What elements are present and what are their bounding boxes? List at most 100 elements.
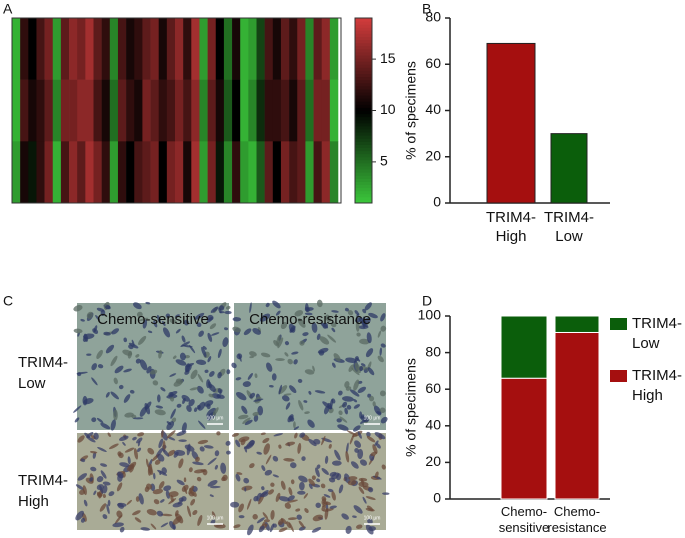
cell	[291, 351, 299, 355]
cell	[278, 527, 288, 533]
cell	[201, 346, 207, 358]
colorbar-step	[355, 175, 372, 179]
colorbar-step	[355, 147, 372, 152]
cell	[196, 385, 204, 394]
cell	[293, 426, 300, 431]
cell	[194, 312, 205, 320]
cell	[133, 302, 142, 310]
heat-cell	[77, 141, 86, 204]
cell	[224, 310, 232, 315]
cell	[155, 405, 164, 409]
heat-cell	[207, 79, 217, 142]
cell	[206, 403, 211, 410]
cell	[158, 481, 165, 490]
colorbar-step	[355, 64, 372, 68]
heat-cell	[109, 18, 119, 80]
cell	[129, 389, 135, 394]
cell	[272, 300, 281, 309]
heat-cell	[191, 18, 200, 80]
cell	[181, 335, 186, 343]
cell	[183, 477, 187, 483]
colorbar-step	[355, 79, 372, 84]
heat-cell	[109, 141, 119, 204]
colorbar-step	[355, 196, 372, 201]
cell	[331, 310, 339, 313]
cell	[275, 310, 281, 316]
panel-label: B	[422, 1, 431, 17]
colorbar-step	[355, 39, 372, 44]
cell	[158, 438, 164, 449]
cell	[312, 365, 315, 372]
cell	[193, 407, 198, 412]
cell	[113, 377, 118, 385]
colorbar-step	[355, 156, 372, 161]
cell	[263, 443, 270, 455]
cell	[123, 337, 128, 343]
legend-label: TRIM4-High	[632, 367, 682, 404]
heat-cell	[199, 18, 208, 80]
cell	[275, 358, 285, 362]
cell	[256, 517, 265, 524]
cell	[353, 379, 360, 391]
cell	[172, 516, 182, 525]
heat-cell	[44, 18, 54, 80]
cell	[281, 395, 290, 402]
cell	[261, 465, 266, 472]
heat-cell	[77, 79, 86, 142]
cell	[146, 365, 152, 374]
cell	[188, 485, 195, 495]
micrograph: 100 μm	[75, 429, 231, 533]
cell	[372, 401, 376, 407]
cell	[208, 384, 216, 393]
cell	[123, 368, 132, 373]
micrograph: 100 μm	[230, 430, 390, 536]
cell	[264, 469, 273, 476]
cell	[168, 491, 179, 498]
cell	[90, 466, 97, 472]
cell	[92, 328, 99, 335]
cell	[278, 444, 282, 449]
cell	[147, 330, 153, 334]
colorbar-step	[355, 122, 372, 127]
cell	[169, 396, 175, 402]
legend-swatch	[610, 370, 627, 382]
cell	[196, 476, 202, 482]
cell	[220, 462, 227, 474]
cell	[365, 348, 374, 358]
heat-cell	[183, 18, 192, 80]
heat-cell	[93, 18, 102, 80]
heat-cell	[272, 18, 282, 80]
cell	[319, 336, 330, 345]
colorbar-step	[355, 48, 372, 53]
heat-cell	[166, 79, 176, 142]
heat-cell	[85, 79, 94, 142]
cell	[169, 373, 177, 377]
cell	[157, 453, 165, 462]
colorbar-tick-label: 10	[380, 101, 396, 117]
x-tick-label: TRIM4-High	[486, 209, 536, 245]
cell	[352, 430, 363, 438]
heat-cell	[321, 79, 331, 142]
cell	[216, 431, 221, 436]
cell	[345, 450, 350, 463]
cell	[297, 442, 302, 454]
row-label: TRIM4-Low	[18, 354, 68, 392]
cell	[297, 378, 303, 384]
colorbar-step	[355, 144, 372, 148]
heat-cell	[191, 79, 200, 142]
cell	[118, 384, 124, 390]
cell	[289, 385, 297, 394]
cell	[161, 429, 164, 438]
heat-cell	[223, 18, 233, 80]
cell	[241, 485, 253, 491]
colorbar-step	[355, 129, 372, 133]
cell	[156, 314, 161, 324]
cell	[210, 519, 216, 525]
heat-cell	[12, 79, 21, 142]
cell	[199, 446, 205, 452]
cell	[181, 394, 191, 402]
cell	[299, 481, 305, 491]
cell	[75, 510, 84, 521]
cell	[202, 345, 207, 350]
